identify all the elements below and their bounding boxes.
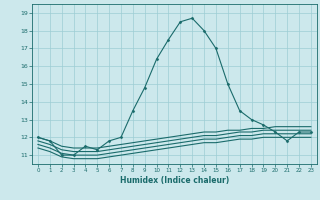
X-axis label: Humidex (Indice chaleur): Humidex (Indice chaleur) [120, 176, 229, 185]
